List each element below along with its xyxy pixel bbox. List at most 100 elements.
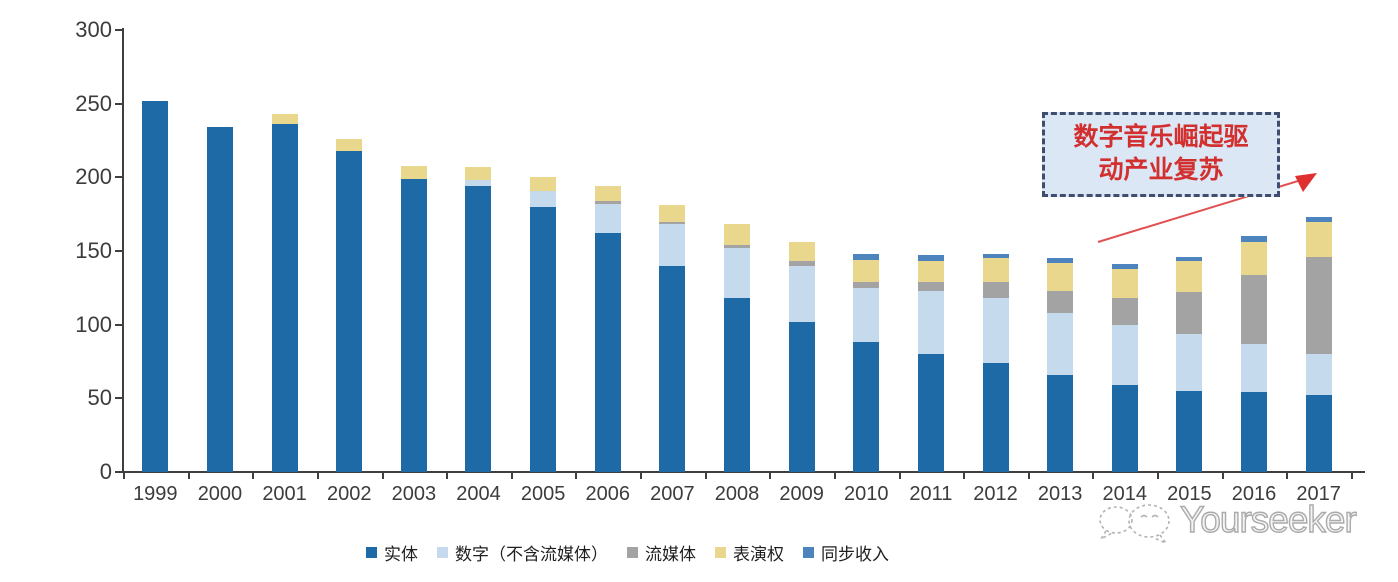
bar-segment: [1305, 217, 1332, 222]
bar-segment: [659, 205, 686, 222]
x-axis-year-label: 2002: [326, 483, 372, 505]
legend-color-swatch-icon: [715, 547, 726, 558]
bar-segment: [1047, 262, 1074, 291]
bar-segment: [723, 298, 750, 472]
bar-segment: [1305, 354, 1332, 396]
bar-segment: [1111, 298, 1138, 325]
y-axis-tick-label: 50: [87, 385, 112, 411]
x-axis-year-label: 2005: [520, 483, 566, 505]
x-axis-tick-mark: [963, 472, 966, 479]
y-axis-tick-mark: [115, 397, 124, 400]
x-axis-year-label: 2000: [197, 483, 243, 505]
x-axis-tick-mark: [252, 472, 255, 479]
bar-segment: [400, 178, 427, 472]
bar-segment: [1305, 256, 1332, 355]
legend-label: 实体: [384, 545, 418, 564]
watermark-text: Yourseeker: [1179, 498, 1357, 540]
x-axis-year-label: 2003: [391, 483, 437, 505]
bar-segment: [659, 224, 686, 266]
bar-segment: [465, 186, 492, 472]
bar-segment: [530, 177, 557, 191]
x-axis-tick-mark: [898, 472, 901, 479]
bar-segment: [1176, 261, 1203, 293]
legend-color-swatch-icon: [437, 547, 448, 558]
annotation-text-line2: 动产业复苏: [1098, 156, 1224, 184]
bar-segment: [853, 253, 880, 260]
watermark: Yourseeker: [1094, 494, 1358, 546]
x-axis-year-label: 2015: [1167, 483, 1212, 505]
bar-segment: [1111, 264, 1138, 269]
bar-segment: [788, 261, 815, 266]
x-axis-year-label: 2006: [585, 483, 630, 505]
x-axis-year-label: 2009: [779, 483, 824, 505]
bar-segment: [1047, 374, 1074, 472]
bar-segment: [594, 233, 621, 472]
bar-segment: [788, 321, 815, 472]
y-axis-tick-mark: [115, 471, 124, 473]
bar-segment: [853, 342, 880, 472]
bar-segment: [723, 248, 750, 299]
bar-segment: [1241, 343, 1268, 393]
x-axis-tick-mark: [1157, 472, 1160, 479]
bar-segment: [788, 242, 815, 262]
y-axis-tick-label: 200: [75, 164, 112, 190]
bar-segment: [400, 165, 427, 179]
x-axis-tick-mark: [510, 472, 513, 479]
bar-segment: [465, 180, 492, 187]
y-axis-tick-label: 250: [75, 90, 112, 116]
annotation-text-line1: 数字音乐崛起驱: [1073, 124, 1249, 151]
x-axis-tick-mark: [123, 472, 125, 479]
chart-legend: 实体 数字（不含流媒体） 流媒体 表演权 同步收入: [366, 540, 889, 565]
wechat-chat-bubbles-icon: [1098, 504, 1170, 545]
y-axis-tick-label: 300: [75, 17, 112, 42]
y-axis-tick-mark: [115, 250, 124, 252]
legend-item: 流媒体: [627, 540, 696, 565]
bar-segment: [594, 200, 621, 204]
bar-segment: [917, 281, 944, 291]
bar-segment: [982, 362, 1009, 472]
legend-label: 同步收入: [821, 545, 889, 564]
bar-segment: [1305, 395, 1332, 472]
y-axis-tick-mark: [115, 102, 124, 105]
bar-segment: [788, 265, 815, 322]
x-axis-tick-mark: [316, 472, 319, 479]
y-axis-tick-label: 100: [75, 311, 112, 337]
bar-segment: [659, 221, 686, 225]
legend-item: 实体: [366, 540, 418, 565]
x-axis-year-label: 1999: [133, 483, 178, 505]
y-axis-tick-label: 0: [99, 459, 112, 484]
bar-segment: [1176, 390, 1203, 472]
x-axis-tick-mark: [1092, 472, 1095, 479]
bar-segment: [917, 354, 944, 472]
legend-label: 表演权: [733, 545, 784, 564]
bar-segment: [206, 127, 233, 472]
bar-segment: [594, 186, 621, 201]
bar-segment: [530, 206, 557, 472]
legend-label: 数字（不含流媒体）: [455, 545, 608, 564]
x-axis-tick-mark: [640, 472, 643, 479]
bar-segment: [723, 245, 750, 249]
x-axis-year-label: 2013: [1037, 483, 1083, 505]
x-axis-tick-mark: [833, 472, 836, 479]
x-axis-tick-mark: [381, 472, 384, 479]
x-axis-tick-mark: [704, 472, 707, 479]
x-axis-tick-mark: [446, 472, 449, 479]
x-axis-tick-mark: [187, 472, 190, 479]
x-axis-year-label: 2014: [1102, 483, 1148, 505]
bar-segment: [853, 259, 880, 282]
x-axis-tick-mark: [1350, 472, 1353, 479]
bar-segment: [465, 167, 492, 181]
legend-item: 数字（不含流媒体）: [437, 540, 608, 565]
annotation-callout-box: 数字音乐崛起驱 动产业复苏: [1042, 112, 1280, 197]
bar-segment: [271, 124, 298, 472]
legend-color-swatch-icon: [627, 547, 638, 558]
x-axis-year-label: 2016: [1231, 483, 1277, 505]
x-axis-year-label: 2010: [843, 483, 889, 505]
x-axis-year-label: 2011: [909, 483, 953, 505]
legend-item: 表演权: [715, 540, 784, 565]
bar-segment: [336, 139, 363, 151]
bar-segment: [1111, 385, 1138, 472]
legend-color-swatch-icon: [803, 547, 814, 558]
x-axis-year-label: 2012: [973, 483, 1018, 505]
